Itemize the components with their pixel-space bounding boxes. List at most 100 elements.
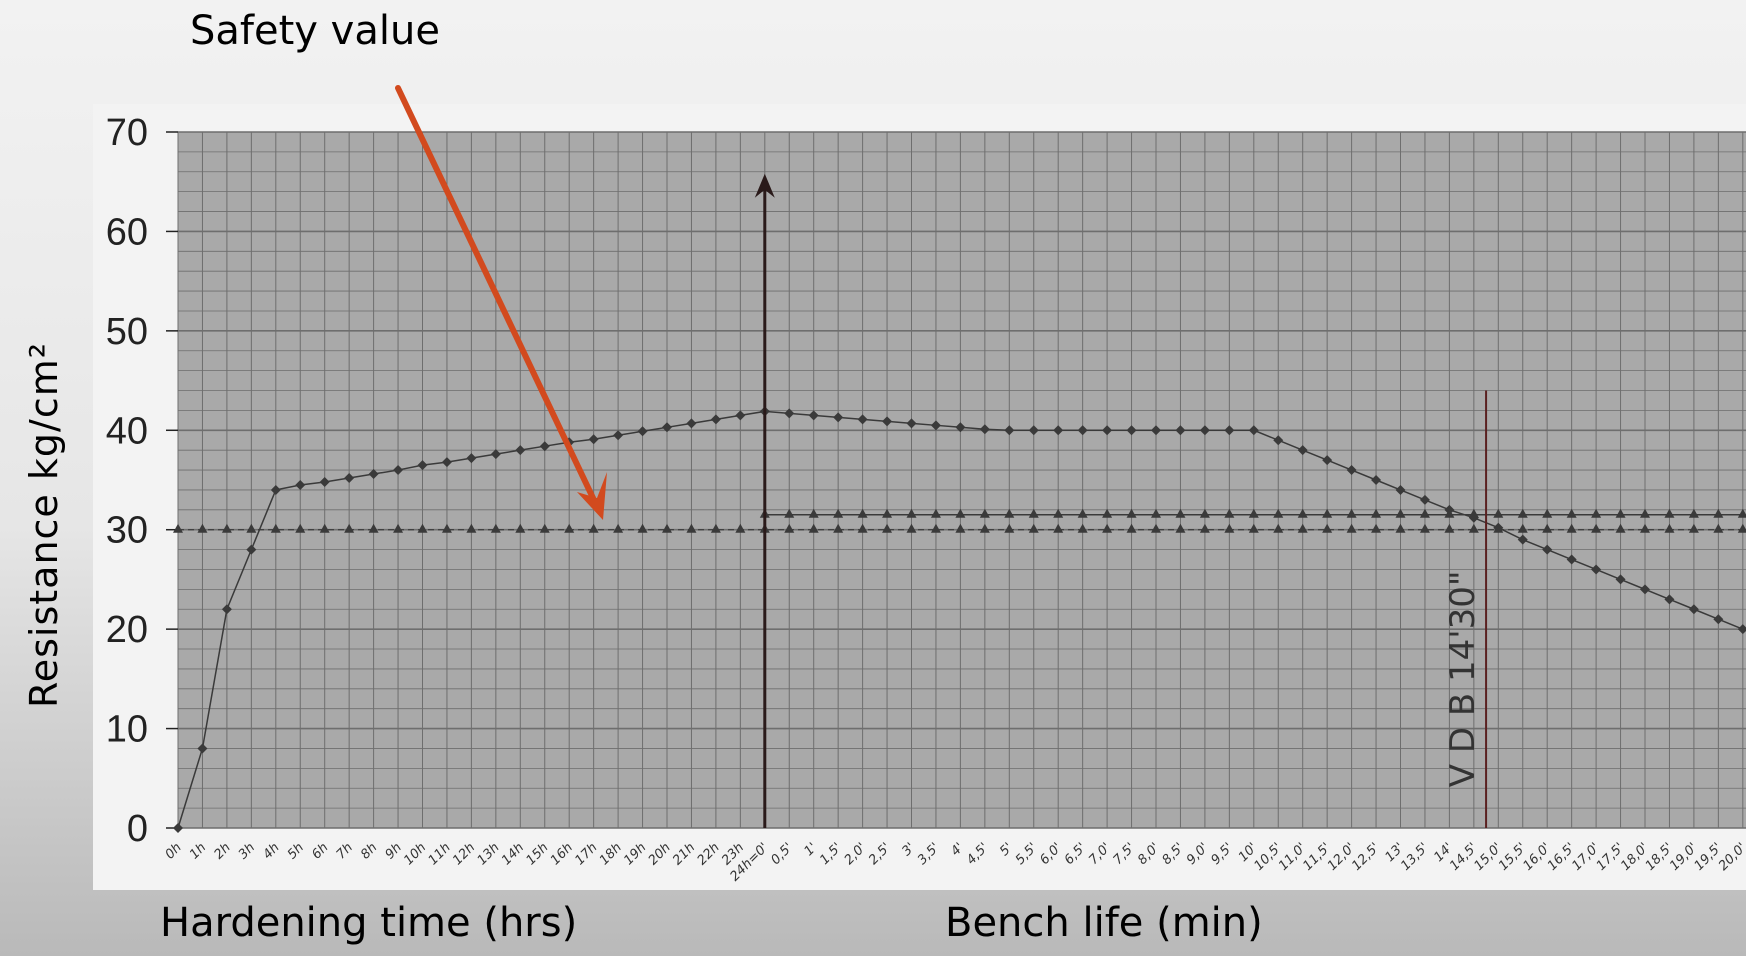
plot-area (178, 132, 1746, 828)
data-point (1102, 508, 1113, 518)
data-point (393, 465, 404, 476)
annotation-title: Safety value (190, 8, 440, 54)
data-point (417, 460, 428, 471)
data-point (441, 523, 452, 533)
data-point (344, 523, 355, 533)
data-point (1395, 508, 1406, 518)
data-point (1640, 508, 1650, 518)
data-point (906, 508, 917, 518)
data-point (1102, 523, 1113, 533)
data-point (1713, 523, 1724, 533)
data-point (613, 430, 624, 441)
data-point (1322, 523, 1333, 533)
data-point (857, 508, 868, 518)
data-point (1224, 523, 1235, 533)
data-point (270, 484, 281, 495)
data-point (1566, 523, 1577, 533)
data-point (1126, 425, 1137, 436)
data-point (1737, 624, 1746, 635)
data-point (1273, 523, 1284, 533)
data-point (1151, 508, 1161, 518)
data-point (1297, 523, 1308, 533)
data-point (1322, 508, 1333, 518)
data-point (319, 523, 330, 533)
data-point (1371, 475, 1382, 485)
data-point (955, 523, 966, 533)
data-point (637, 523, 648, 533)
data-point (1713, 508, 1724, 518)
arrowhead-up (754, 173, 775, 198)
data-point (490, 523, 501, 533)
data-point (686, 418, 697, 429)
data-point (1468, 508, 1479, 518)
data-point (466, 523, 477, 533)
data-point (1371, 523, 1382, 533)
data-point (1199, 508, 1210, 518)
data-point (270, 523, 281, 533)
data-point (833, 523, 844, 533)
data-point (490, 449, 501, 460)
data-point (955, 422, 966, 433)
x-axis-label-left: Hardening time (hrs) (160, 900, 578, 946)
data-point (1151, 425, 1161, 436)
data-point (1419, 523, 1430, 533)
data-point (1419, 508, 1430, 518)
data-point (930, 508, 941, 518)
data-point (979, 508, 990, 518)
data-point (393, 523, 404, 533)
data-point (1493, 523, 1504, 533)
data-point (1004, 425, 1015, 436)
data-point (1395, 523, 1406, 533)
data-point (319, 476, 330, 487)
data-point (1517, 534, 1528, 545)
data-point (1444, 508, 1455, 518)
data-point (1248, 523, 1259, 533)
data-point (784, 408, 795, 419)
data-point (417, 523, 428, 533)
data-point (1199, 523, 1210, 533)
data-point (1713, 614, 1724, 625)
data-point (1102, 425, 1113, 436)
data-point (1151, 523, 1161, 533)
data-point (295, 523, 306, 533)
y-tick-label: 20 (106, 609, 148, 651)
y-tick-label: 70 (106, 112, 148, 154)
handwritten-annotation: V D B 14'30" (1443, 571, 1483, 788)
data-point (1664, 508, 1675, 518)
data-point (1517, 508, 1528, 518)
data-point (1346, 523, 1357, 533)
data-point (1077, 425, 1088, 436)
data-point (735, 523, 746, 533)
data-point (1542, 544, 1553, 555)
data-point (710, 414, 721, 425)
data-point (1028, 508, 1039, 518)
data-point (221, 523, 232, 533)
data-point (930, 420, 941, 431)
data-point (1028, 425, 1039, 436)
data-point (197, 523, 208, 533)
data-point (1224, 508, 1235, 518)
data-point (1566, 508, 1577, 518)
data-point (1175, 523, 1186, 533)
data-point (1615, 523, 1626, 533)
data-point (808, 508, 819, 518)
data-point (368, 523, 379, 533)
y-tick-label: 60 (106, 211, 148, 253)
data-point (1297, 445, 1308, 456)
data-point (344, 473, 355, 484)
data-point (1322, 455, 1333, 466)
y-tick-label: 30 (106, 510, 148, 552)
data-point (979, 424, 990, 435)
data-point (1737, 523, 1746, 533)
data-point (466, 453, 477, 464)
data-point (1517, 523, 1528, 533)
data-point (246, 544, 257, 555)
data-point (1175, 508, 1186, 518)
data-point (1419, 494, 1430, 505)
data-point (686, 523, 697, 533)
data-point (246, 523, 257, 533)
y-tick-label: 0 (127, 808, 148, 850)
data-point (1004, 523, 1015, 533)
data-point (1615, 508, 1626, 518)
